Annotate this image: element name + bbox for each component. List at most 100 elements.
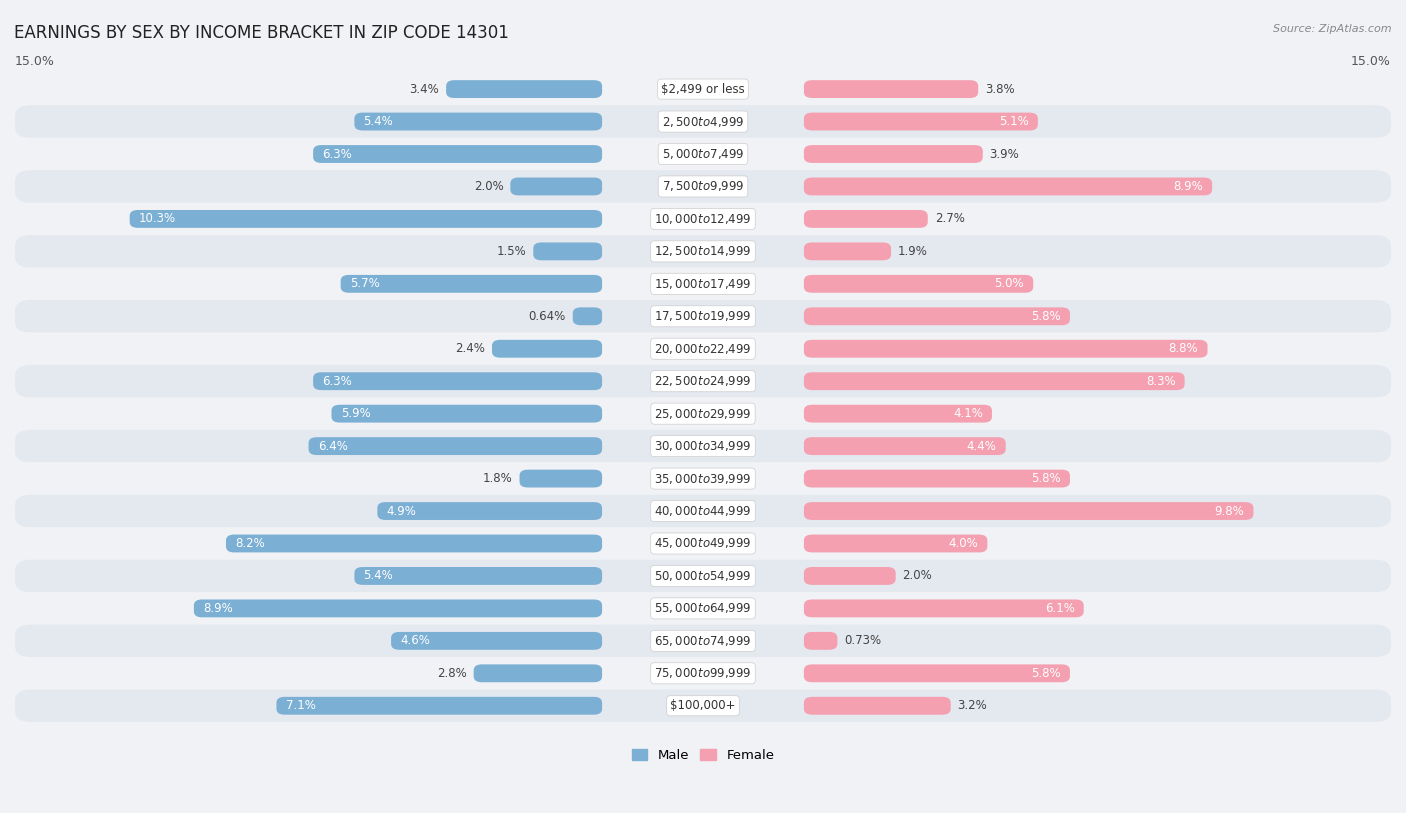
FancyBboxPatch shape (15, 73, 1391, 106)
Text: $17,500 to $19,999: $17,500 to $19,999 (654, 309, 752, 324)
Text: $7,500 to $9,999: $7,500 to $9,999 (662, 180, 744, 193)
Text: 2.8%: 2.8% (437, 667, 467, 680)
FancyBboxPatch shape (354, 567, 602, 585)
Text: 5.1%: 5.1% (998, 115, 1029, 128)
FancyBboxPatch shape (804, 632, 838, 650)
FancyBboxPatch shape (804, 697, 950, 715)
FancyBboxPatch shape (804, 599, 1084, 617)
FancyBboxPatch shape (804, 145, 983, 163)
Text: $12,500 to $14,999: $12,500 to $14,999 (654, 245, 752, 259)
FancyBboxPatch shape (15, 398, 1391, 430)
Text: 15.0%: 15.0% (15, 55, 55, 68)
FancyBboxPatch shape (226, 535, 602, 552)
Text: 4.1%: 4.1% (953, 407, 983, 420)
FancyBboxPatch shape (15, 202, 1391, 235)
Text: 8.3%: 8.3% (1146, 375, 1175, 388)
FancyBboxPatch shape (804, 372, 1185, 390)
Text: $65,000 to $74,999: $65,000 to $74,999 (654, 634, 752, 648)
Text: 8.8%: 8.8% (1168, 342, 1198, 355)
Text: 4.4%: 4.4% (967, 440, 997, 453)
Text: $2,500 to $4,999: $2,500 to $4,999 (662, 115, 744, 128)
FancyBboxPatch shape (15, 267, 1391, 300)
Text: 4.9%: 4.9% (387, 505, 416, 518)
Text: 0.73%: 0.73% (844, 634, 882, 647)
Text: 5.7%: 5.7% (350, 277, 380, 290)
FancyBboxPatch shape (15, 137, 1391, 170)
FancyBboxPatch shape (474, 664, 602, 682)
FancyBboxPatch shape (15, 624, 1391, 657)
Text: $25,000 to $29,999: $25,000 to $29,999 (654, 406, 752, 420)
FancyBboxPatch shape (314, 145, 602, 163)
Text: 6.3%: 6.3% (322, 375, 352, 388)
FancyBboxPatch shape (804, 242, 891, 260)
Text: $35,000 to $39,999: $35,000 to $39,999 (654, 472, 752, 485)
Text: 3.9%: 3.9% (990, 147, 1019, 160)
Text: 1.9%: 1.9% (898, 245, 928, 258)
Text: $100,000+: $100,000+ (671, 699, 735, 712)
Text: Source: ZipAtlas.com: Source: ZipAtlas.com (1274, 24, 1392, 34)
FancyBboxPatch shape (15, 333, 1391, 365)
Text: 5.8%: 5.8% (1031, 310, 1060, 323)
FancyBboxPatch shape (15, 528, 1391, 559)
Text: 10.3%: 10.3% (139, 212, 176, 225)
FancyBboxPatch shape (314, 372, 602, 390)
FancyBboxPatch shape (804, 664, 1070, 682)
FancyBboxPatch shape (804, 307, 1070, 325)
Text: 3.2%: 3.2% (957, 699, 987, 712)
FancyBboxPatch shape (15, 463, 1391, 495)
FancyBboxPatch shape (15, 592, 1391, 624)
Text: $10,000 to $12,499: $10,000 to $12,499 (654, 212, 752, 226)
Text: $2,499 or less: $2,499 or less (661, 83, 745, 96)
Text: EARNINGS BY SEX BY INCOME BRACKET IN ZIP CODE 14301: EARNINGS BY SEX BY INCOME BRACKET IN ZIP… (14, 24, 509, 42)
FancyBboxPatch shape (332, 405, 602, 423)
Text: 7.1%: 7.1% (285, 699, 315, 712)
FancyBboxPatch shape (377, 502, 602, 520)
FancyBboxPatch shape (15, 365, 1391, 398)
FancyBboxPatch shape (340, 275, 602, 293)
Text: 1.5%: 1.5% (496, 245, 526, 258)
FancyBboxPatch shape (804, 567, 896, 585)
Legend: Male, Female: Male, Female (626, 744, 780, 767)
FancyBboxPatch shape (804, 177, 1212, 195)
Text: $50,000 to $54,999: $50,000 to $54,999 (654, 569, 752, 583)
Text: 9.8%: 9.8% (1215, 505, 1244, 518)
FancyBboxPatch shape (15, 689, 1391, 722)
Text: $15,000 to $17,499: $15,000 to $17,499 (654, 277, 752, 291)
FancyBboxPatch shape (804, 113, 1038, 130)
Text: $30,000 to $34,999: $30,000 to $34,999 (654, 439, 752, 453)
Text: 6.4%: 6.4% (318, 440, 347, 453)
FancyBboxPatch shape (804, 275, 1033, 293)
FancyBboxPatch shape (15, 430, 1391, 463)
Text: $20,000 to $22,499: $20,000 to $22,499 (654, 341, 752, 356)
FancyBboxPatch shape (804, 470, 1070, 488)
Text: 3.4%: 3.4% (409, 83, 439, 96)
Text: 6.1%: 6.1% (1045, 602, 1074, 615)
FancyBboxPatch shape (804, 405, 993, 423)
Text: $22,500 to $24,999: $22,500 to $24,999 (654, 374, 752, 388)
FancyBboxPatch shape (308, 437, 602, 455)
FancyBboxPatch shape (804, 437, 1005, 455)
Text: 5.0%: 5.0% (994, 277, 1024, 290)
FancyBboxPatch shape (15, 300, 1391, 333)
Text: 5.4%: 5.4% (364, 569, 394, 582)
FancyBboxPatch shape (15, 495, 1391, 528)
Text: 3.8%: 3.8% (986, 83, 1015, 96)
Text: $5,000 to $7,499: $5,000 to $7,499 (662, 147, 744, 161)
FancyBboxPatch shape (804, 80, 979, 98)
FancyBboxPatch shape (129, 210, 602, 228)
Text: $75,000 to $99,999: $75,000 to $99,999 (654, 667, 752, 680)
Text: 15.0%: 15.0% (1351, 55, 1391, 68)
FancyBboxPatch shape (391, 632, 602, 650)
FancyBboxPatch shape (354, 113, 602, 130)
FancyBboxPatch shape (15, 170, 1391, 202)
FancyBboxPatch shape (804, 535, 987, 552)
FancyBboxPatch shape (15, 657, 1391, 689)
FancyBboxPatch shape (804, 502, 1253, 520)
FancyBboxPatch shape (15, 235, 1391, 267)
FancyBboxPatch shape (572, 307, 602, 325)
Text: 4.0%: 4.0% (949, 537, 979, 550)
Text: $55,000 to $64,999: $55,000 to $64,999 (654, 602, 752, 615)
FancyBboxPatch shape (804, 340, 1208, 358)
FancyBboxPatch shape (492, 340, 602, 358)
FancyBboxPatch shape (15, 106, 1391, 137)
